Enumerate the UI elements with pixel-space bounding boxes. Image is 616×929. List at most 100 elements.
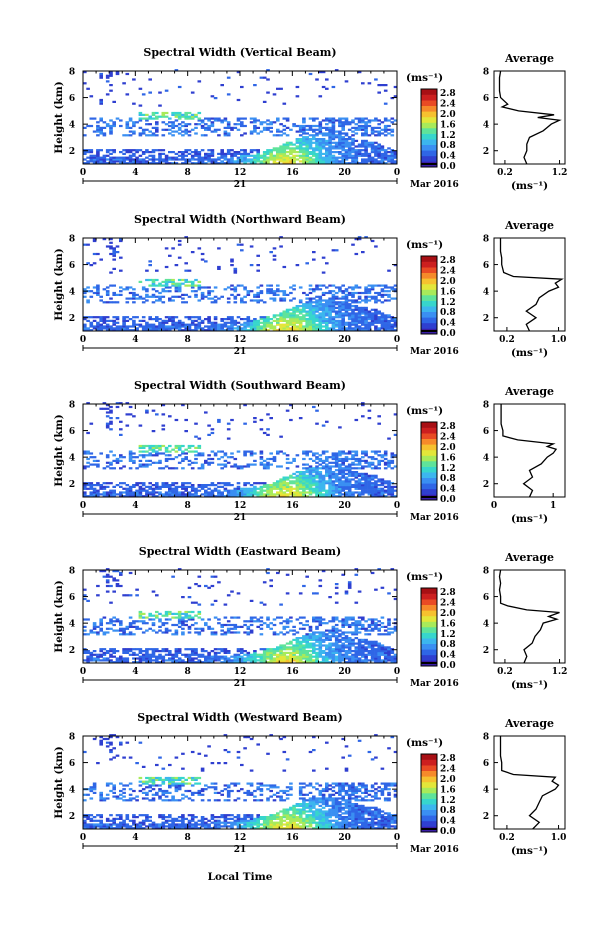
heatmap-cell bbox=[354, 471, 359, 474]
heatmap-cell bbox=[266, 152, 270, 155]
heatmap-cell bbox=[393, 323, 398, 326]
heatmap-cell bbox=[128, 156, 133, 159]
heatmap-cell bbox=[115, 657, 120, 660]
heatmap-cell bbox=[177, 286, 182, 289]
heatmap-cell bbox=[276, 653, 280, 656]
heatmap-cell bbox=[367, 463, 372, 466]
heatmap-cell bbox=[364, 301, 368, 304]
heatmap-cell bbox=[253, 493, 257, 496]
heatmap-cell bbox=[266, 119, 270, 122]
heatmap-cell bbox=[132, 301, 136, 304]
heatmap-cell bbox=[125, 657, 130, 660]
heatmap-cell bbox=[305, 471, 309, 474]
heatmap-cell bbox=[226, 162, 231, 165]
heatmap-cell bbox=[374, 245, 378, 248]
average-x-label: (ms⁻¹) bbox=[511, 347, 548, 359]
heatmap-cell bbox=[259, 661, 264, 664]
average-y-tick-label: 8 bbox=[483, 401, 489, 411]
heatmap-cell bbox=[109, 493, 113, 496]
heatmap-cell bbox=[122, 491, 126, 494]
heatmap-cell bbox=[380, 454, 385, 457]
heatmap-cell bbox=[177, 446, 182, 449]
heatmap-cell bbox=[328, 312, 332, 315]
heatmap-cell bbox=[298, 329, 303, 332]
colorbar-tick-label: 0.8 bbox=[440, 474, 456, 484]
heatmap-cell bbox=[99, 620, 103, 623]
heatmap-cell bbox=[210, 124, 215, 128]
heatmap-cell bbox=[334, 301, 339, 304]
heatmap-cell bbox=[292, 158, 296, 161]
heatmap-cell bbox=[269, 284, 273, 287]
heatmap-cell bbox=[86, 651, 90, 654]
heatmap-cell bbox=[380, 456, 385, 459]
average-title: Average bbox=[504, 52, 554, 65]
heatmap-cell bbox=[109, 489, 113, 492]
heatmap-cell bbox=[99, 158, 103, 161]
heatmap-cell bbox=[243, 327, 247, 330]
heatmap-cell bbox=[383, 454, 388, 457]
heatmap-cell bbox=[351, 291, 355, 295]
heatmap-cell bbox=[269, 579, 273, 582]
heatmap-cell bbox=[262, 329, 267, 332]
heatmap-cell bbox=[318, 141, 323, 144]
heatmap-cell bbox=[351, 308, 355, 311]
heatmap-cell bbox=[240, 327, 244, 330]
heatmap-cell bbox=[187, 491, 192, 494]
heatmap-cell bbox=[289, 291, 293, 295]
heatmap-cell bbox=[96, 625, 100, 628]
heatmap-cell bbox=[305, 655, 309, 658]
heatmap-cell bbox=[220, 467, 224, 470]
heatmap-cell bbox=[328, 456, 332, 459]
heatmap-cell bbox=[341, 143, 345, 146]
heatmap-cell bbox=[351, 151, 355, 154]
heatmap-cell bbox=[125, 594, 130, 597]
heatmap-cell bbox=[138, 659, 143, 662]
heatmap-cell bbox=[338, 314, 342, 317]
heatmap-cell bbox=[298, 310, 303, 313]
heatmap-cell bbox=[374, 491, 378, 494]
heatmap-cell bbox=[347, 154, 352, 157]
heatmap-cell bbox=[161, 288, 166, 291]
x-tick-label: 0 bbox=[80, 168, 86, 178]
heatmap-cell bbox=[174, 648, 179, 651]
heatmap-cell bbox=[308, 493, 313, 496]
heatmap-cell bbox=[393, 413, 398, 416]
heatmap-cell bbox=[325, 329, 329, 332]
panel-title: Spectral Width (Vertical Beam) bbox=[143, 46, 336, 59]
heatmap-cell bbox=[102, 154, 107, 157]
heatmap-cell bbox=[181, 162, 185, 165]
heatmap-cell bbox=[341, 469, 345, 472]
heatmap-cell bbox=[220, 485, 224, 488]
heatmap-cell bbox=[351, 463, 355, 466]
heatmap-cell bbox=[164, 158, 169, 161]
colorbar-tick-label: 1.6 bbox=[440, 453, 456, 463]
heatmap-cell bbox=[109, 495, 113, 498]
heatmap-cell bbox=[200, 493, 205, 496]
heatmap-cell bbox=[161, 321, 166, 324]
y-tick-label: 6 bbox=[69, 427, 75, 437]
heatmap-cell bbox=[269, 495, 273, 498]
heatmap-cell bbox=[259, 160, 264, 163]
heatmap-cell bbox=[230, 260, 234, 263]
heatmap-cell bbox=[341, 457, 345, 461]
heatmap-cell bbox=[200, 319, 205, 322]
heatmap-cell bbox=[377, 484, 381, 487]
heatmap-cell bbox=[204, 493, 208, 496]
heatmap-cell bbox=[187, 610, 192, 614]
heatmap-cell bbox=[86, 316, 90, 319]
heatmap-cell bbox=[187, 117, 192, 120]
heatmap-cell bbox=[217, 323, 221, 326]
heatmap-cell bbox=[331, 629, 336, 632]
heatmap-cell bbox=[233, 297, 238, 300]
heatmap-cell bbox=[181, 154, 185, 157]
heatmap-cell bbox=[347, 463, 352, 466]
heatmap-cell bbox=[354, 467, 359, 470]
heatmap-cell bbox=[138, 616, 143, 619]
heatmap-cell bbox=[334, 303, 339, 306]
heatmap-cell bbox=[325, 480, 329, 483]
heatmap-cell bbox=[328, 476, 332, 479]
heatmap-cell bbox=[184, 236, 188, 239]
heatmap-cell bbox=[112, 323, 116, 326]
heatmap-cell bbox=[298, 482, 303, 485]
heatmap-cell bbox=[96, 316, 100, 319]
